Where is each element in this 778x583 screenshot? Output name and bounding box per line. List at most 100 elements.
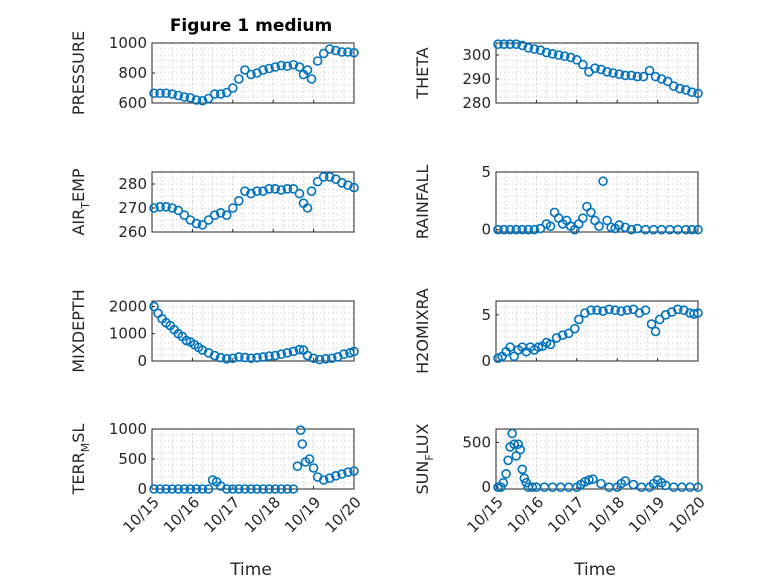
data-point	[545, 339, 556, 350]
data-point	[505, 342, 515, 352]
data-point	[675, 83, 685, 94]
y-axis-label: THETA	[413, 47, 432, 99]
data-point	[505, 224, 515, 235]
subplot-grid: 600 800 1000 PRESSURE 280 290 300 THETA 260 270 28…	[69, 31, 709, 536]
data-point	[620, 222, 631, 233]
data-point	[614, 69, 625, 79]
data-point	[306, 186, 317, 196]
data-point	[234, 196, 244, 206]
data-point	[515, 444, 526, 455]
data-point	[529, 44, 540, 54]
data-point	[574, 314, 584, 325]
data-point	[324, 44, 335, 54]
data-point	[221, 210, 232, 220]
data-point	[324, 172, 335, 182]
data-point	[559, 51, 570, 62]
data-point	[693, 224, 703, 235]
y-axis-label: MIXDEPTH	[69, 289, 88, 372]
data-point	[505, 39, 515, 50]
data-point	[292, 461, 303, 472]
data-point	[155, 88, 165, 99]
data-point	[252, 186, 262, 196]
data-point	[185, 92, 196, 103]
data-point	[318, 172, 329, 182]
data-point	[288, 184, 299, 194]
data-point	[620, 476, 631, 486]
data-point	[535, 45, 546, 56]
y-axis-label: PRESSURE	[69, 31, 88, 115]
data-point	[337, 178, 347, 188]
subplot-rainfall: 0 5 RAINFALL	[413, 163, 703, 239]
y-tick-label: 5	[481, 163, 491, 181]
data-point	[240, 65, 250, 75]
data-point	[650, 71, 661, 82]
data-point	[592, 305, 602, 316]
data-point	[306, 74, 317, 84]
data-point	[569, 323, 580, 334]
data-point	[594, 221, 604, 232]
data-point	[258, 484, 268, 494]
data-point	[295, 425, 306, 436]
data-point	[149, 301, 159, 312]
data-point	[246, 484, 256, 494]
axes-box	[495, 300, 699, 362]
data-point	[149, 88, 159, 99]
data-point	[246, 188, 256, 199]
data-point	[331, 45, 341, 56]
data-point	[513, 439, 524, 450]
data-point	[681, 224, 691, 235]
data-point	[270, 484, 281, 494]
data-point	[308, 353, 319, 364]
data-point	[349, 182, 359, 193]
data-point	[264, 63, 274, 74]
y-axis-label: TERRMSL	[69, 424, 92, 496]
data-point	[252, 484, 262, 494]
data-point	[632, 71, 643, 82]
data-point	[622, 305, 633, 316]
y-tick-label: 600	[118, 94, 147, 112]
data-point	[588, 474, 598, 484]
data-point	[610, 305, 620, 316]
data-point	[517, 464, 528, 475]
y-tick-label: 500	[462, 433, 491, 451]
data-point	[312, 56, 323, 66]
data-point	[314, 354, 325, 365]
data-point	[681, 85, 691, 95]
data-point	[179, 210, 190, 220]
data-point	[270, 350, 281, 361]
data-point	[258, 352, 268, 362]
y-tick-label: 280	[462, 94, 491, 112]
data-point	[318, 475, 329, 485]
data-point	[246, 353, 256, 364]
subplot-pressure: 600 800 1000 PRESSURE	[69, 31, 359, 115]
data-point	[590, 63, 600, 73]
y-tick-label: 300	[462, 46, 491, 64]
data-point	[240, 484, 250, 494]
data-point	[638, 71, 649, 82]
x-tick-label: 10/19	[625, 493, 668, 536]
data-point	[343, 47, 353, 57]
data-point	[149, 203, 159, 213]
data-point	[155, 202, 165, 212]
data-point	[343, 180, 353, 190]
data-point	[209, 210, 220, 220]
data-point	[215, 352, 226, 363]
subplot-h2omixra: 0 5 H2OMIXRA	[413, 288, 703, 374]
axes-box	[495, 171, 699, 233]
data-point	[297, 439, 308, 449]
data-point	[349, 466, 359, 476]
data-point	[173, 205, 184, 216]
data-point	[519, 473, 530, 484]
data-point	[654, 314, 665, 325]
data-point	[258, 65, 268, 75]
y-tick-label: 290	[462, 70, 491, 88]
data-point	[276, 185, 287, 195]
data-point	[294, 62, 305, 72]
y-axis-label: H2OMIXRA	[413, 288, 432, 374]
x-tick-label: 10/18	[241, 493, 284, 536]
data-point	[294, 344, 305, 355]
data-point	[345, 348, 355, 358]
data-point	[228, 484, 238, 494]
y-tick-label: 0	[137, 352, 147, 370]
data-point	[343, 467, 353, 478]
